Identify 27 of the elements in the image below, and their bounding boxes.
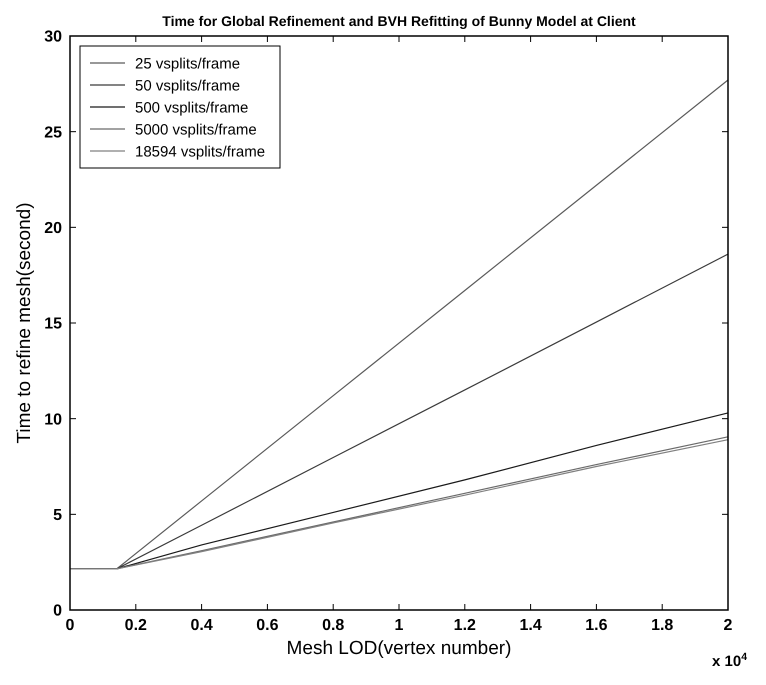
legend-label: 50 vsplits/frame <box>135 77 240 94</box>
x-tick-label: 1.8 <box>651 617 674 634</box>
x-axis-title: Mesh LOD(vertex number) <box>286 638 512 659</box>
y-axis-title: Time to refine mesh(second) <box>14 202 35 444</box>
y-tick-label: 15 <box>44 316 62 333</box>
y-tick-label: 25 <box>44 124 62 142</box>
x-tick-label: 1.2 <box>454 617 476 634</box>
x-tick-label: 0.6 <box>256 617 279 634</box>
x-tick-label: 1.4 <box>519 617 542 634</box>
x-tick-label: 0.4 <box>190 617 213 634</box>
legend-label: 5000 vsplits/frame <box>135 121 257 138</box>
legend-label: 18594 vsplits/frame <box>135 143 266 160</box>
x-tick-label: 1 <box>394 617 404 634</box>
x-tick-label: 0.8 <box>322 617 344 634</box>
legend-label: 25 vsplits/frame <box>135 55 240 72</box>
y-tick-label: 0 <box>53 602 62 620</box>
y-tick-label: 20 <box>44 220 62 237</box>
x-tick-label: 0.2 <box>124 617 148 634</box>
chart-title: Time for Global Refinement and BVH Refitting of Bunny Model at Client <box>162 13 636 29</box>
x-tick-label: 1.6 <box>585 617 608 634</box>
x-tick-label: 0 <box>66 617 75 634</box>
y-tick-label: 10 <box>44 411 62 428</box>
y-tick-label: 5 <box>53 506 62 524</box>
text: x 10$^{4}$ <box>712 651 748 670</box>
legend-label: 500 vsplits/frame <box>135 99 248 116</box>
y-tick-label: 30 <box>44 28 62 46</box>
x-tick-label: 2 <box>724 617 733 634</box>
